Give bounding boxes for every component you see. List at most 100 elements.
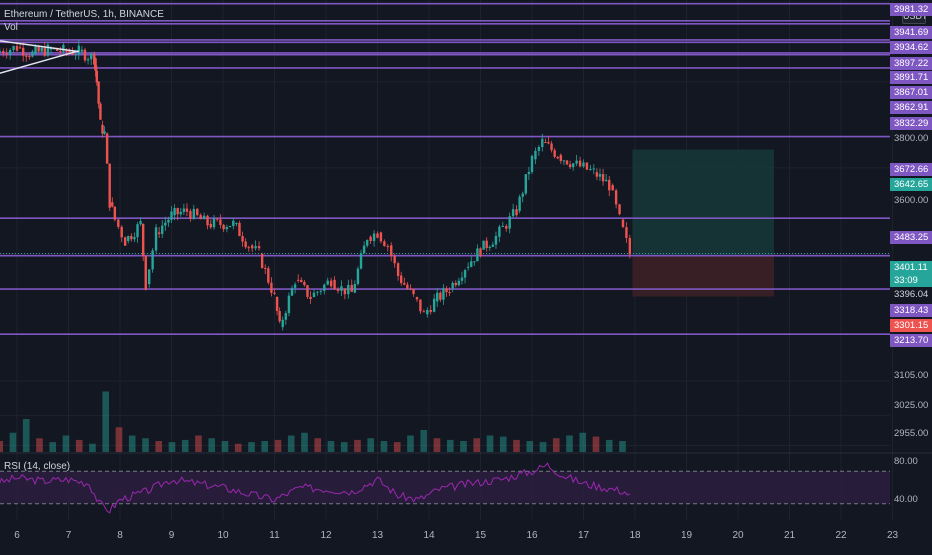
volume-bar <box>208 438 216 452</box>
candle-body <box>15 46 19 51</box>
candle-body <box>46 44 50 56</box>
candle-body <box>426 309 429 315</box>
price-axis-label: 3600.00 <box>894 195 929 206</box>
candle-body <box>568 164 572 168</box>
position-loss-zone <box>632 255 775 297</box>
candle-body <box>196 208 199 216</box>
candle-body <box>154 227 158 251</box>
volume-label[interactable]: Vol <box>4 22 18 33</box>
candle-body <box>482 240 485 250</box>
candle-body <box>74 54 77 56</box>
volume-bar <box>407 435 414 452</box>
candle-body <box>151 250 154 270</box>
volume-bar <box>287 435 295 452</box>
candle-body <box>244 241 247 248</box>
price-tag: 3642.65 <box>890 178 932 191</box>
rsi-line <box>0 462 630 514</box>
candle-body <box>8 49 12 55</box>
volume-bar <box>274 439 282 452</box>
volume-bar <box>619 441 626 452</box>
candle-body <box>83 49 87 61</box>
candle-body <box>94 58 97 71</box>
time-axis-label: 21 <box>783 530 796 541</box>
candle-body <box>323 284 326 291</box>
volume-bar <box>102 391 110 452</box>
rsi-legend[interactable]: RSI (14, close) <box>4 461 71 472</box>
volume-bar <box>460 441 467 452</box>
candle-body <box>537 147 541 151</box>
candle-body <box>189 210 192 219</box>
price-tag: 3301.15 <box>890 319 932 332</box>
candle-body <box>222 224 225 230</box>
volume-bar <box>354 439 361 452</box>
candle-body <box>219 219 222 225</box>
candle-body <box>412 289 415 295</box>
candle-body <box>293 284 297 288</box>
candle-body <box>369 236 372 242</box>
candle-body <box>611 185 614 191</box>
candle-body <box>582 162 585 167</box>
candle-body <box>111 202 114 207</box>
candle-body <box>62 44 65 52</box>
volume-bar <box>0 441 4 452</box>
candle-body <box>460 277 464 281</box>
symbol-title[interactable]: Ethereum / TetherUS, 1h, BINANCE <box>4 9 164 20</box>
candle-body <box>170 211 173 220</box>
candle-body <box>432 298 436 312</box>
candle-body <box>144 255 147 290</box>
candle-body <box>422 311 426 313</box>
candle-body <box>209 223 212 228</box>
volume-bar <box>513 439 520 452</box>
candle-body <box>518 196 521 211</box>
candle-body <box>618 204 621 215</box>
candle-body <box>12 46 15 50</box>
candle-body <box>601 174 605 182</box>
candle-body <box>43 47 47 56</box>
candle-body <box>37 46 40 52</box>
candle-body <box>5 53 8 55</box>
candle-body <box>232 220 235 227</box>
rsi-band <box>0 471 890 504</box>
candle-body <box>501 226 505 228</box>
volume-bar <box>36 438 43 452</box>
candle-body <box>524 174 528 194</box>
volume-bar <box>142 438 149 452</box>
candle-body <box>448 292 451 294</box>
candle-body <box>356 268 360 284</box>
candle-body <box>34 46 37 54</box>
candle-body <box>312 292 316 298</box>
time-axis-label: 12 <box>320 530 332 541</box>
candle-body <box>55 48 59 51</box>
price-tag: 3891.71 <box>890 71 932 84</box>
candle-body <box>575 160 578 164</box>
candle-body <box>366 240 369 246</box>
time-axis-label: 15 <box>474 530 487 541</box>
price-tag: 3213.70 <box>890 334 932 347</box>
volume-bar <box>9 432 17 452</box>
volume-bar <box>486 435 494 452</box>
candle-body <box>386 246 389 248</box>
candle-body <box>216 218 219 220</box>
price-axis-label: 3105.00 <box>894 370 929 381</box>
candle-body <box>547 142 550 144</box>
candle-body <box>336 289 340 291</box>
candle-body <box>572 163 575 168</box>
candle-body <box>59 50 62 52</box>
candle-body <box>199 215 202 220</box>
candle-body <box>553 150 556 157</box>
time-axis-label: 17 <box>577 530 590 541</box>
candle-body <box>157 232 161 234</box>
candle-body <box>541 138 544 148</box>
price-tag: 3981.32 <box>890 3 932 16</box>
candle-body <box>592 168 595 170</box>
trend-line-lower <box>0 50 80 74</box>
candle-body <box>319 290 323 292</box>
candle-body <box>296 279 300 281</box>
candle-body <box>585 162 589 170</box>
rsi-axis-label: 80.00 <box>894 456 918 467</box>
candle-body <box>393 255 396 264</box>
candle-body <box>625 227 628 239</box>
volume-bar <box>327 441 335 452</box>
